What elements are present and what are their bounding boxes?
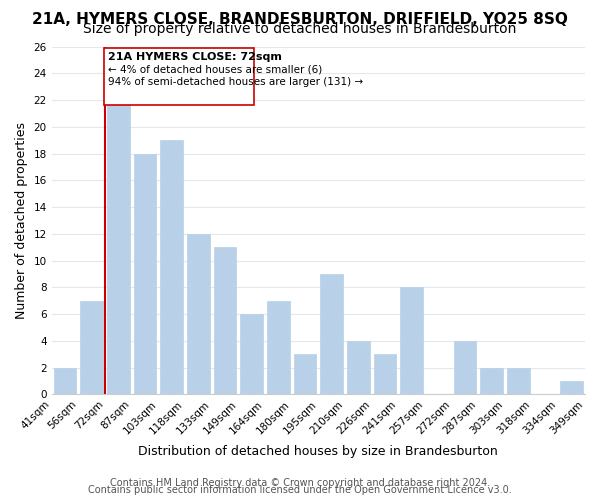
Bar — [267, 301, 290, 394]
Text: Contains HM Land Registry data © Crown copyright and database right 2024.: Contains HM Land Registry data © Crown c… — [110, 478, 490, 488]
Bar — [134, 154, 157, 394]
Bar — [560, 381, 583, 394]
X-axis label: Distribution of detached houses by size in Brandesburton: Distribution of detached houses by size … — [139, 444, 498, 458]
Bar — [374, 354, 397, 395]
Bar — [160, 140, 183, 394]
Bar — [507, 368, 530, 394]
Text: Size of property relative to detached houses in Brandesburton: Size of property relative to detached ho… — [83, 22, 517, 36]
Text: 94% of semi-detached houses are larger (131) →: 94% of semi-detached houses are larger (… — [107, 76, 363, 86]
Bar — [400, 288, 423, 395]
Text: 21A HYMERS CLOSE: 72sqm: 21A HYMERS CLOSE: 72sqm — [107, 52, 281, 62]
Bar — [320, 274, 343, 394]
Bar — [481, 368, 503, 394]
Bar — [241, 314, 263, 394]
Text: 21A, HYMERS CLOSE, BRANDESBURTON, DRIFFIELD, YO25 8SQ: 21A, HYMERS CLOSE, BRANDESBURTON, DRIFFI… — [32, 12, 568, 28]
Text: ← 4% of detached houses are smaller (6): ← 4% of detached houses are smaller (6) — [107, 64, 322, 74]
Text: Contains public sector information licensed under the Open Government Licence v3: Contains public sector information licen… — [88, 485, 512, 495]
Bar — [293, 354, 316, 395]
Bar — [454, 341, 476, 394]
Bar — [53, 368, 76, 394]
FancyBboxPatch shape — [104, 48, 254, 106]
Bar — [214, 247, 236, 394]
Bar — [107, 100, 130, 394]
Bar — [187, 234, 209, 394]
Bar — [347, 341, 370, 394]
Y-axis label: Number of detached properties: Number of detached properties — [15, 122, 28, 319]
Bar — [80, 301, 103, 394]
